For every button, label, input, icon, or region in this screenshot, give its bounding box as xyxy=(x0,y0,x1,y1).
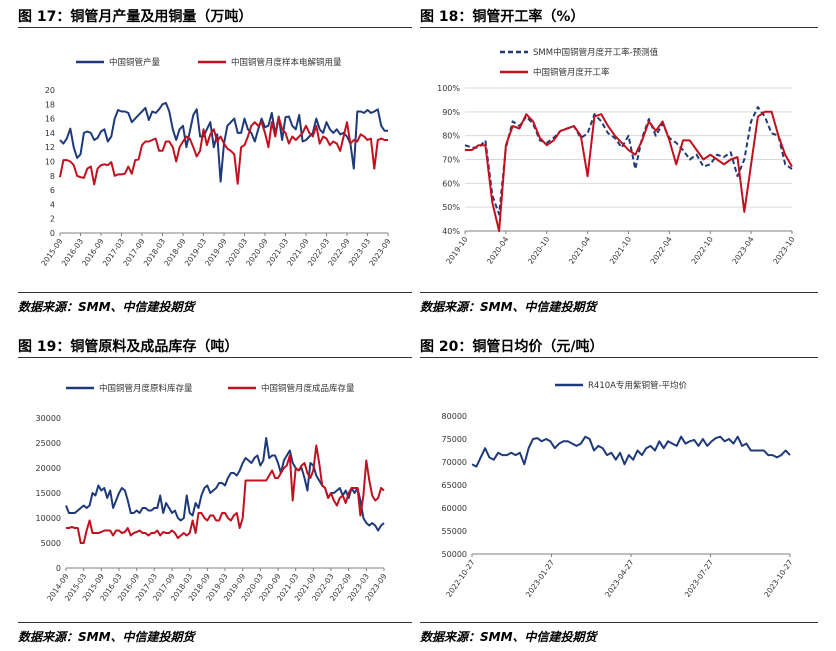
y-tick-label: 18 xyxy=(45,100,55,109)
figure-18: 图 18：铜管开工率（%） 40% 50% 60% 70% 80% 90% 100% 2019… xyxy=(420,0,820,325)
y-tick-label: 30000 xyxy=(36,414,61,423)
y-tick-label: 10000 xyxy=(36,514,61,523)
x-tick-label: 2020-04 xyxy=(485,235,510,266)
figure-20-top-rule xyxy=(420,357,818,358)
x-tick-label: 2020-10 xyxy=(526,235,551,266)
y-tick-label: 20000 xyxy=(36,464,61,473)
figure-20: 图 20：铜管日均价（元/吨） 50000 55000 60000 65000 7000… xyxy=(420,330,820,651)
x-tick-label: 2023-07-27 xyxy=(683,558,716,599)
series-line-1 xyxy=(66,444,385,544)
x-tick-label: 2023-04-27 xyxy=(603,558,636,599)
x-tick-label: 2023-10 xyxy=(771,235,796,266)
figure-20-source: 数据来源：SMM、中信建投期货 xyxy=(420,630,597,644)
y-tick-label: 90% xyxy=(442,108,460,117)
series-line-0 xyxy=(471,435,791,468)
figure-18-chart: 40% 50% 60% 70% 80% 90% 100% 2019-10 2020-04 2020… xyxy=(437,47,797,266)
x-tick-label: 2023-04 xyxy=(730,235,755,266)
x-tick-label: 2022-10-27 xyxy=(444,558,477,599)
legend-label-0: 中国铜管产量 xyxy=(109,57,161,68)
figure-18-bottom-rule xyxy=(420,292,818,293)
y-tick-label: 80% xyxy=(442,132,460,141)
y-tick-label: 60000 xyxy=(442,504,467,513)
y-tick-label: 14 xyxy=(45,129,55,138)
legend-label-1: 中国铜管月度成品库存量 xyxy=(261,383,355,394)
y-tick-label: 65000 xyxy=(442,481,467,490)
y-tick-label: 70000 xyxy=(442,458,467,467)
y-tick-label: 100% xyxy=(437,84,460,93)
y-tick-label: 25000 xyxy=(36,439,61,448)
y-tick-label: 20 xyxy=(45,86,55,95)
legend-label-1: 中国铜管月度开工率 xyxy=(533,67,610,78)
y-tick-label: 50% xyxy=(442,203,460,212)
y-tick-label: 5000 xyxy=(41,539,61,548)
y-tick-label: 55000 xyxy=(442,527,467,536)
series-line-1 xyxy=(465,110,793,232)
figure-17: 图 17：铜管月产量及用铜量（万吨） 0 2 4 6 8 10 12 14 16 18 20 2015… xyxy=(18,0,416,325)
x-tick-label: 2022-04 xyxy=(649,235,674,266)
x-tick-label: 2023-10-27 xyxy=(762,558,795,599)
y-tick-label: 2 xyxy=(50,215,55,224)
figure-17-chart: 024681012141618202015-092016-032016-0920… xyxy=(39,57,392,268)
y-tick-label: 80000 xyxy=(442,412,467,421)
y-tick-label: 75000 xyxy=(442,435,467,444)
x-tick-label: 2023-01-27 xyxy=(524,558,557,599)
figure-19-bottom-rule xyxy=(18,622,412,623)
y-tick-label: 4 xyxy=(50,200,55,209)
y-tick-label: 40% xyxy=(442,227,460,236)
y-tick-label: 16 xyxy=(45,115,55,124)
y-tick-label: 60% xyxy=(442,179,460,188)
figure-20-bottom-rule xyxy=(420,622,818,623)
figure-20-title: 图 20：铜管日均价（元/吨） xyxy=(420,339,604,355)
figure-18-top-rule xyxy=(420,27,818,28)
x-tick-label: 2019-10 xyxy=(444,235,469,266)
y-tick-label: 10 xyxy=(45,158,55,167)
y-tick-label: 15000 xyxy=(36,489,61,498)
figure-17-bottom-rule xyxy=(18,292,412,293)
figure-17-title: 图 17：铜管月产量及用铜量（万吨） xyxy=(18,9,253,25)
figure-18-source: 数据来源：SMM、中信建投期货 xyxy=(420,300,597,314)
figure-18-title: 图 18：铜管开工率（%） xyxy=(420,9,585,25)
y-tick-label: 0 xyxy=(50,229,55,238)
series-line-0 xyxy=(464,106,793,216)
figure-19-chart: 0500010000150002000025000300002014-09201… xyxy=(36,383,389,603)
series-line-1 xyxy=(59,116,388,186)
x-tick-label: 2022-10 xyxy=(690,235,715,266)
figure-19: 图 19：铜管原料及成品库存（吨） 0 5000 10000 15000 20000 25… xyxy=(18,330,416,651)
y-tick-label: 50000 xyxy=(442,550,467,559)
figure-17-top-rule xyxy=(18,27,412,28)
figure-20-chart: 50000 55000 60000 65000 70000 75000 80000 2022-… xyxy=(442,380,795,599)
y-tick-label: 8 xyxy=(50,172,55,181)
x-tick-label: 2021-04 xyxy=(567,235,592,266)
y-tick-label: 6 xyxy=(50,186,55,195)
series-line-0 xyxy=(65,437,385,532)
figure-19-source: 数据来源：SMM、中信建投期货 xyxy=(18,630,195,644)
figure-19-title: 图 19：铜管原料及成品库存（吨） xyxy=(18,339,239,355)
legend-label-0: R410A专用紫铜管-平均价 xyxy=(588,380,688,391)
legend-label-0: SMM中国铜管月度开工率-预测值 xyxy=(533,47,659,58)
x-tick-label: 2021-10 xyxy=(608,235,633,266)
y-tick-label: 12 xyxy=(45,143,55,152)
figure-17-source: 数据来源：SMM、中信建投期货 xyxy=(18,300,195,314)
y-tick-label: 0 xyxy=(56,564,61,573)
legend-label-1: 中国铜管月度样本电解铜用量 xyxy=(231,57,342,68)
figure-19-top-rule xyxy=(18,357,412,358)
y-tick-label: 70% xyxy=(442,156,460,165)
legend-label-0: 中国铜管月度原料库存量 xyxy=(99,383,193,394)
